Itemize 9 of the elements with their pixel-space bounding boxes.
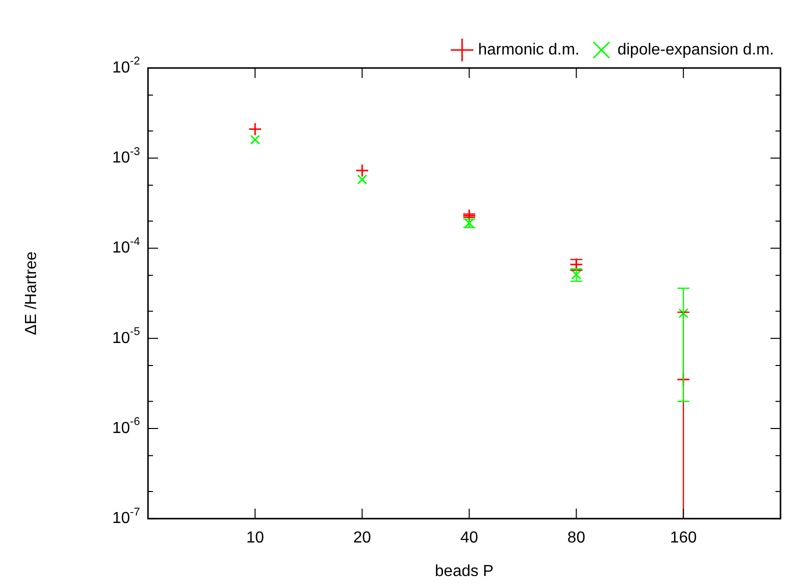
legend-label: harmonic d.m. — [478, 41, 580, 58]
x-tick-label: 10 — [246, 530, 264, 547]
x-tick-label: 160 — [670, 530, 697, 547]
legend-label: dipole-expansion d.m. — [617, 41, 774, 58]
x-tick-label: 80 — [567, 530, 586, 547]
y-axis-title: ΔE /Hartree — [23, 251, 40, 336]
x-axis-title: beads P — [434, 562, 494, 580]
x-tick-label: 20 — [353, 530, 372, 547]
x-tick-label: 40 — [460, 530, 478, 547]
